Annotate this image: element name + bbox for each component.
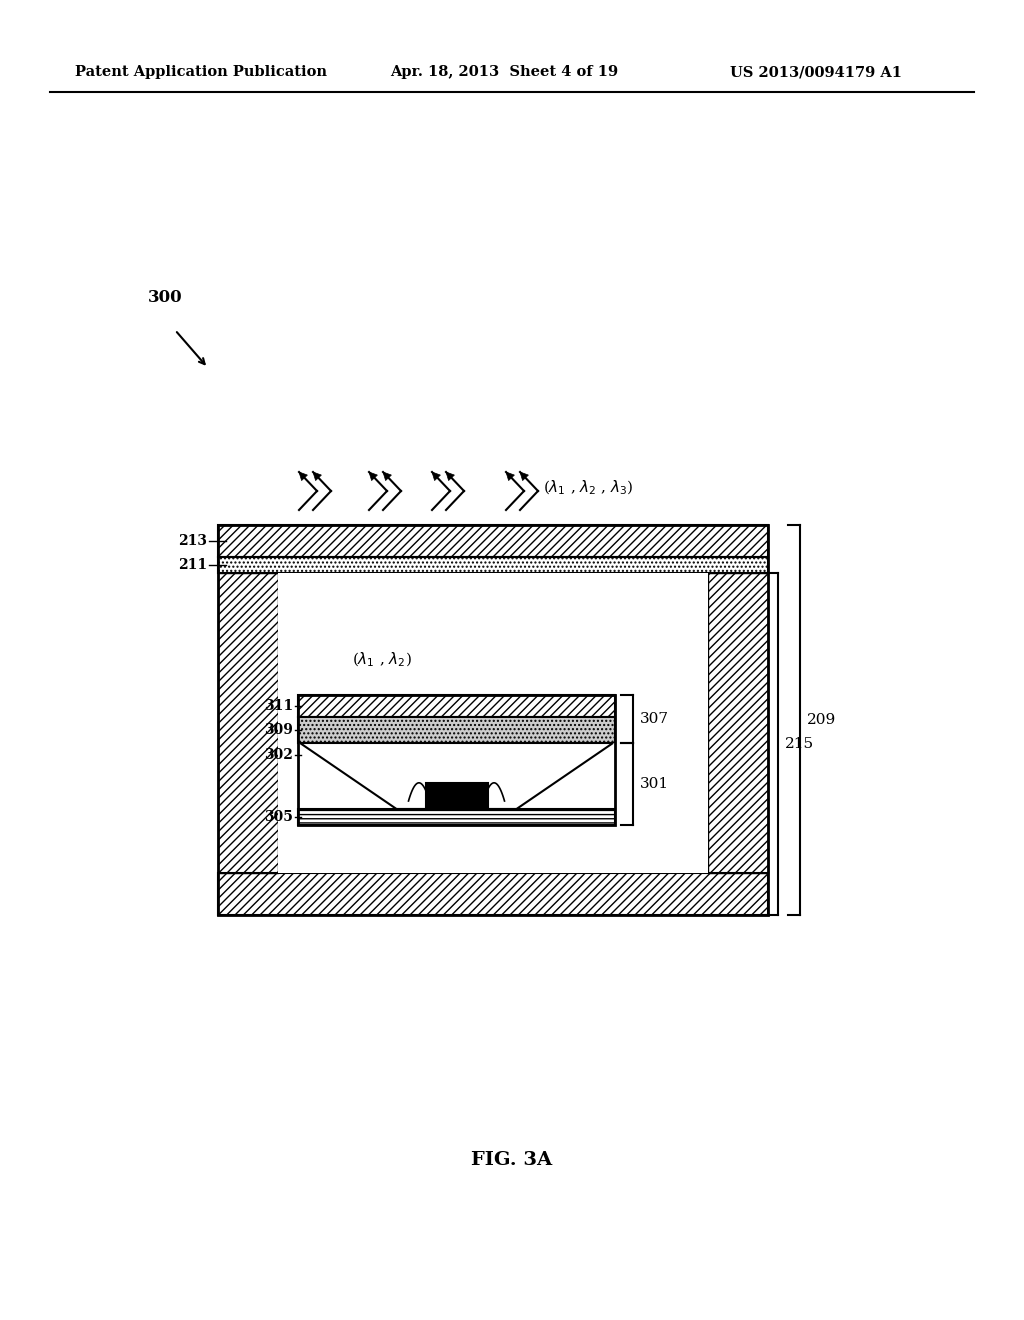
Polygon shape [300, 743, 613, 809]
Polygon shape [512, 645, 521, 653]
Text: 215: 215 [785, 737, 814, 751]
Text: Patent Application Publication: Patent Application Publication [75, 65, 327, 79]
Bar [218, 525, 768, 557]
Text: 305: 305 [264, 810, 293, 824]
Polygon shape [383, 473, 391, 480]
Text: 211: 211 [178, 558, 207, 572]
Polygon shape [432, 473, 440, 480]
Polygon shape [299, 473, 307, 480]
Bar [298, 696, 615, 717]
Bar [426, 783, 487, 809]
Text: ($\lambda_1$ , $\lambda_2$ , $\lambda_3$): ($\lambda_1$ , $\lambda_2$ , $\lambda_3$… [543, 479, 634, 498]
Bar [298, 696, 615, 825]
Polygon shape [506, 473, 514, 480]
Polygon shape [475, 645, 484, 653]
Bar [298, 717, 615, 743]
Polygon shape [369, 473, 378, 480]
Text: ($\lambda_1$ , $\lambda_2$): ($\lambda_1$ , $\lambda_2$) [352, 651, 412, 669]
Bar [298, 809, 615, 825]
Text: 307: 307 [640, 711, 669, 726]
Polygon shape [524, 645, 532, 653]
Text: 209: 209 [807, 713, 837, 727]
Text: 301: 301 [640, 777, 669, 791]
Bar [298, 696, 615, 825]
Polygon shape [446, 473, 455, 480]
Text: 311: 311 [264, 700, 293, 713]
Bar [298, 743, 615, 825]
Text: FIG. 3A: FIG. 3A [471, 1151, 553, 1170]
Bar [278, 573, 708, 873]
Text: 300: 300 [148, 289, 182, 306]
Polygon shape [520, 473, 528, 480]
Polygon shape [487, 645, 496, 653]
Polygon shape [313, 473, 322, 480]
Bar [218, 525, 768, 915]
Bar [708, 573, 768, 873]
Bar [218, 525, 768, 915]
Text: 302: 302 [264, 748, 293, 762]
Bar [218, 573, 278, 873]
Bar [218, 873, 768, 915]
Text: US 2013/0094179 A1: US 2013/0094179 A1 [730, 65, 902, 79]
Text: 213: 213 [178, 535, 207, 548]
Bar [218, 557, 768, 573]
Text: Apr. 18, 2013  Sheet 4 of 19: Apr. 18, 2013 Sheet 4 of 19 [390, 65, 618, 79]
Text: 309: 309 [264, 723, 293, 737]
